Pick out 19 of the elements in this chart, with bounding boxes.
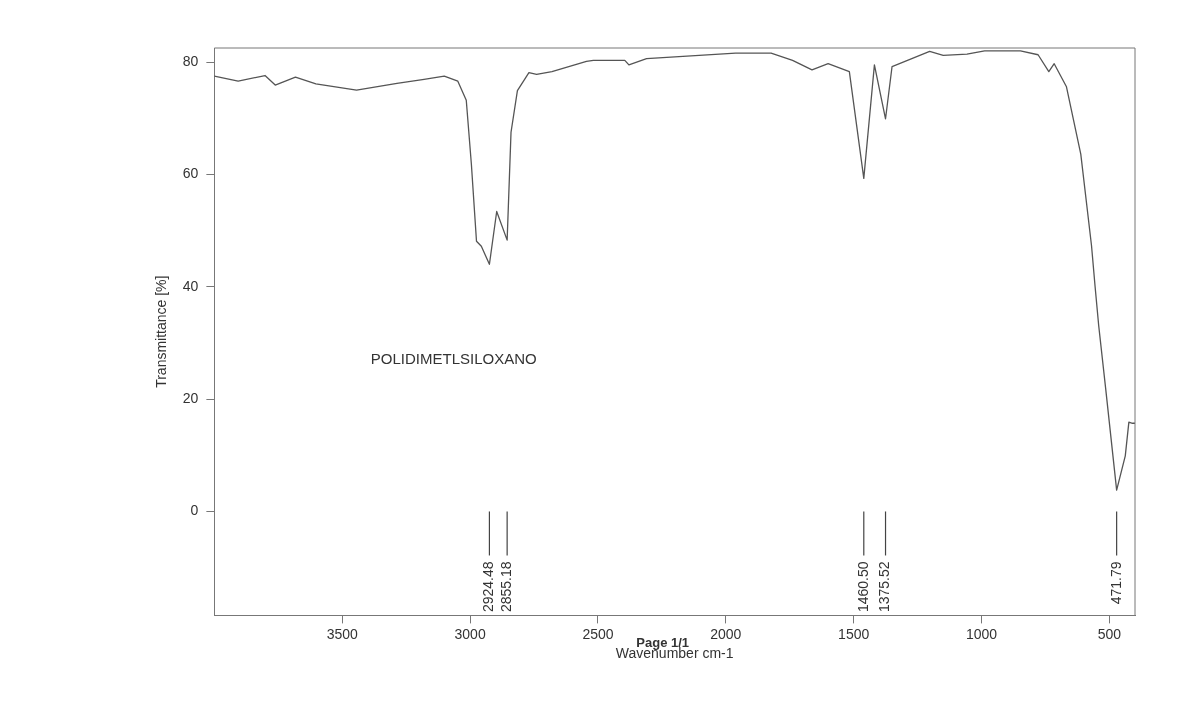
x-tick-label: 1500 — [838, 625, 870, 642]
annotation: 1375.52 — [876, 561, 893, 613]
y-tick-label: 80 — [182, 52, 199, 69]
y-tick-label: 20 — [182, 389, 199, 406]
y-tick-label: 40 — [182, 277, 199, 294]
x-tick-label: 1000 — [965, 625, 998, 642]
annotation: 471.79 — [1107, 561, 1124, 605]
x-tick-label: 2500 — [582, 625, 614, 642]
x-tick-label: 500 — [1097, 625, 1122, 642]
x-tick-label: 2000 — [710, 625, 742, 642]
annotation: POLIDIMETLSILOXANO — [370, 350, 537, 368]
y-tick-label: 60 — [182, 165, 199, 182]
annotation: 1460.50 — [854, 561, 871, 613]
x-tick-label: 3000 — [454, 625, 486, 642]
x-tick-label: 3500 — [326, 625, 359, 642]
annotation: 2855.18 — [498, 561, 514, 613]
y-axis-title: Transmittance [%] — [153, 275, 170, 388]
annotation: 2924.48 — [480, 561, 497, 613]
y-tick-label: 0 — [190, 502, 199, 519]
